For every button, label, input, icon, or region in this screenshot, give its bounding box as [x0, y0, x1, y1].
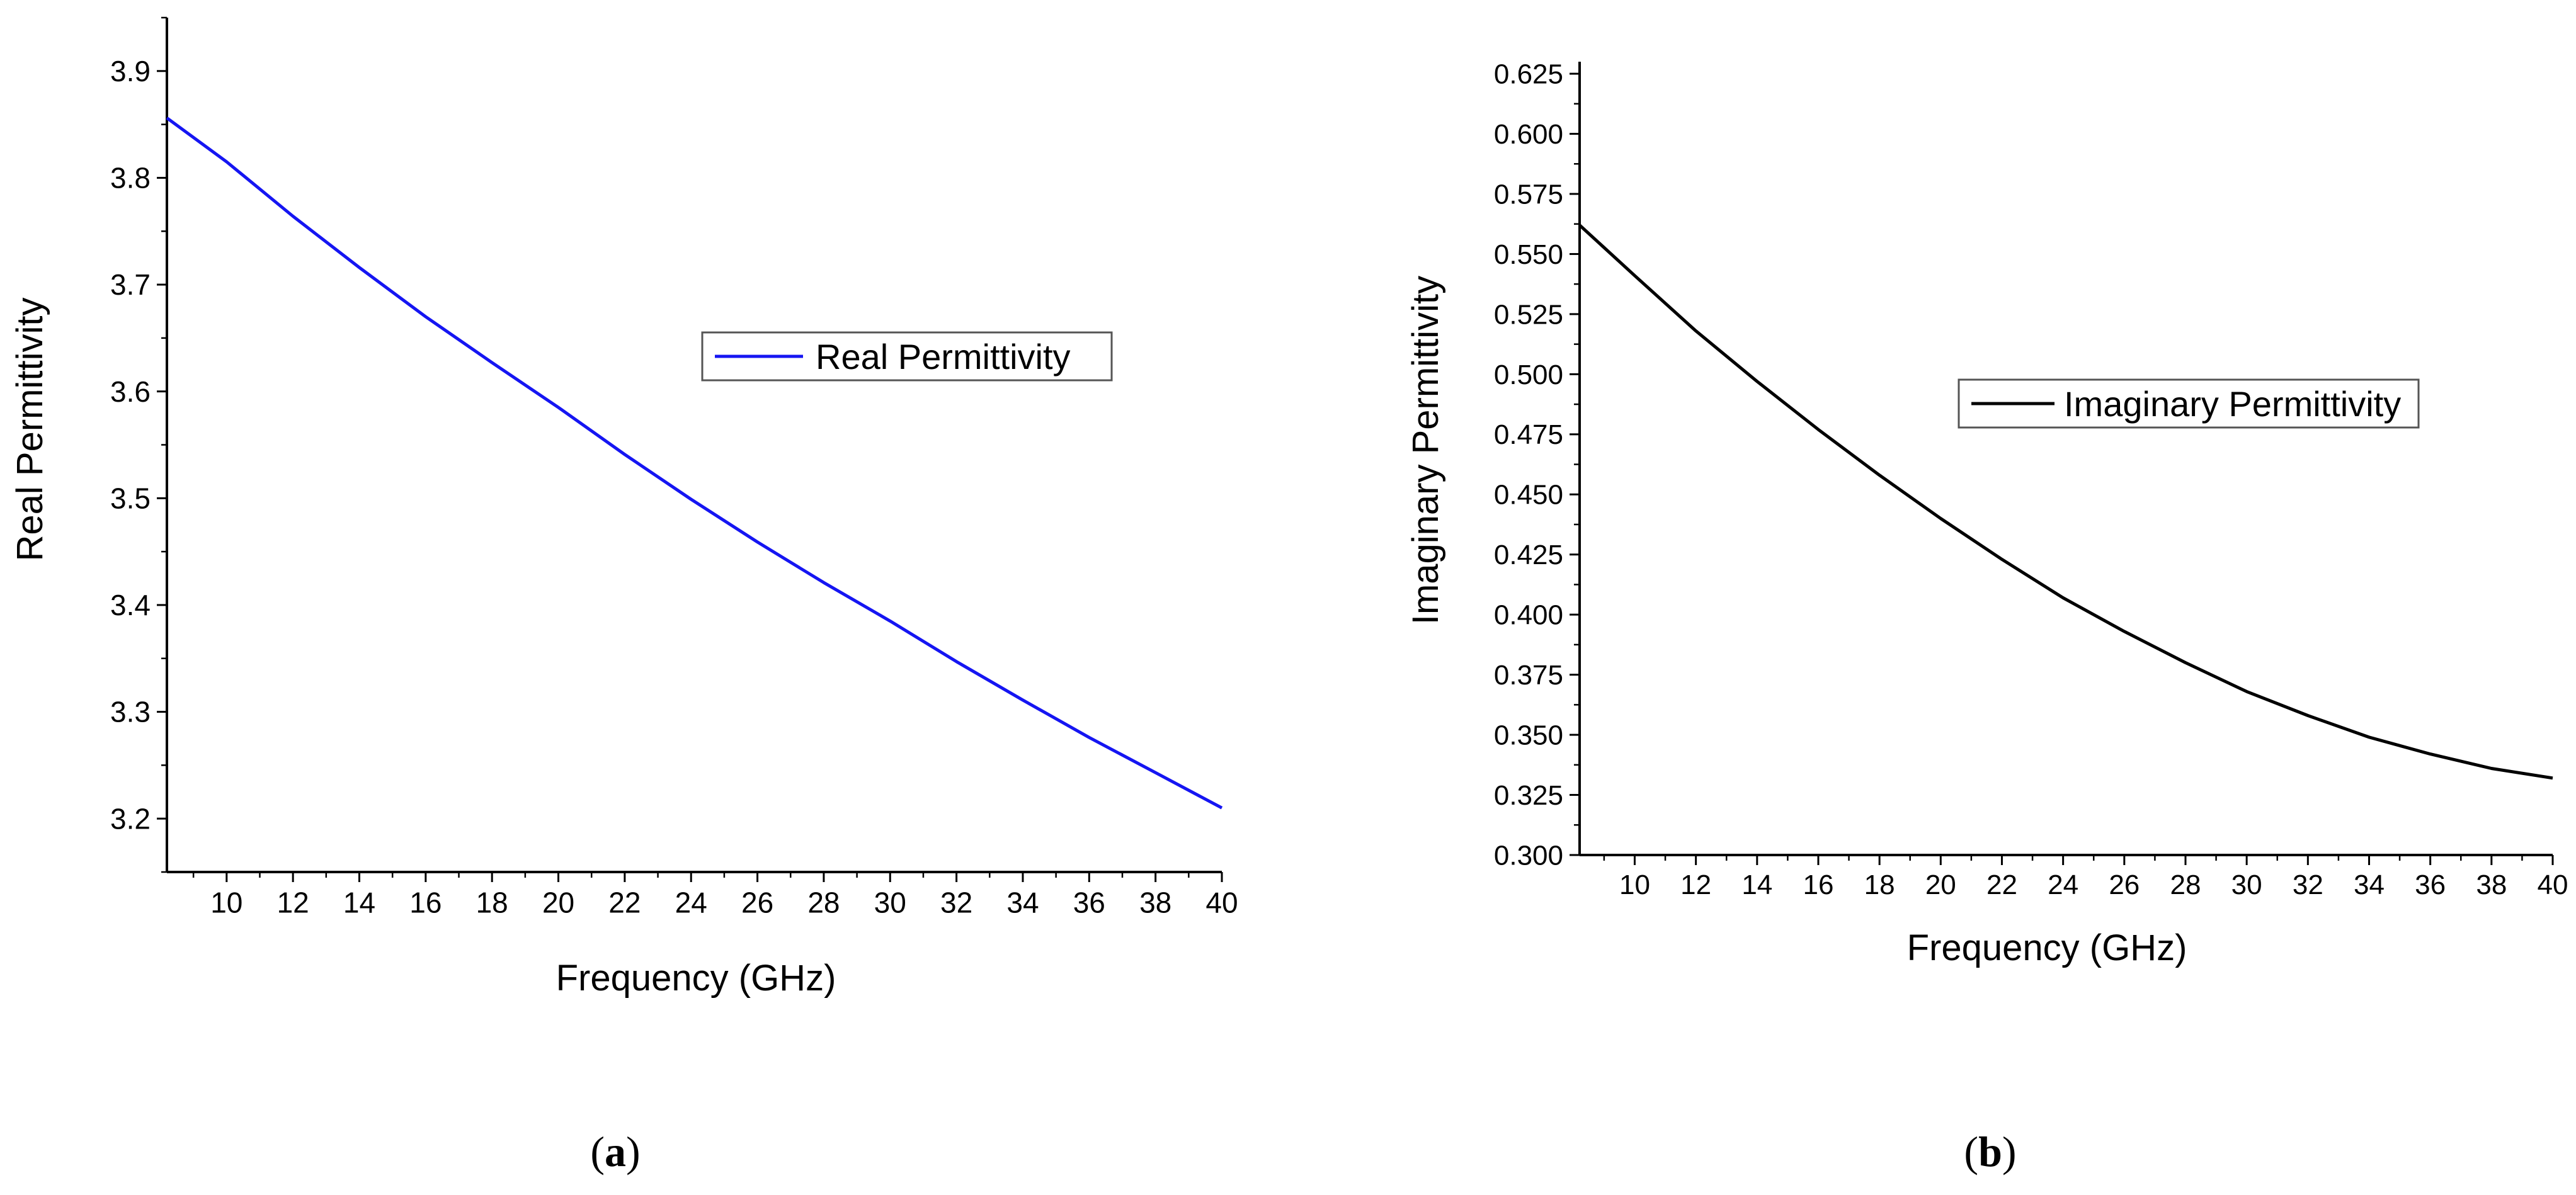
panel-a-x-tick-label: 16	[409, 886, 442, 919]
panel-a-y-tick-label: 3.6	[110, 375, 151, 408]
panel-b-y-tick-label: 0.300	[1494, 840, 1563, 871]
panel-a-x-tick-label: 12	[277, 886, 309, 919]
panel-a-y-tick-label: 3.7	[110, 268, 151, 301]
panel-b-series-group	[1578, 224, 2553, 780]
panel-b-y-tick-label: 0.325	[1494, 780, 1563, 811]
panel-b-y-tick-label: 0.525	[1494, 299, 1563, 330]
panel-a-series-line	[166, 116, 1223, 810]
panel-a-y-ticks: 3.2 3.3 3.4 3.5 3.6 3.7 3.8 3.9	[110, 16, 167, 873]
panel-a-x-tick-label: 40	[1205, 886, 1238, 919]
panel-a-y-tick-label: 3.3	[110, 696, 151, 728]
panel-a-x-tick-label: 22	[608, 886, 641, 919]
panel-b-x-tick-label: 40	[2538, 869, 2568, 900]
panel-a-x-tick-label: 20	[542, 886, 574, 919]
panel-b-x-tick-label: 20	[1925, 869, 1956, 900]
panel-b-x-tick-label: 32	[2293, 869, 2323, 900]
panel-a-y-tick-label: 3.2	[110, 802, 151, 835]
panel-a-x-axis-label: Frequency (GHz)	[556, 958, 836, 999]
panel-b-y-ticks: 0.300 0.325 0.350 0.375 0.400 0.425 0.450 0.475…	[1494, 59, 1580, 871]
panel-b-x-tick-label: 30	[2231, 869, 2262, 900]
panel-a-x-tick-label: 38	[1139, 886, 1171, 919]
panel-b-x-tick-label: 14	[1741, 869, 1772, 900]
panel-a-y-tick-label: 3.8	[110, 162, 151, 195]
panel-b-x-tick-label: 12	[1680, 869, 1711, 900]
panel-b-y-axis-label: Imaginary Permittivity	[1405, 276, 1446, 625]
panel-b-legend-label: Imaginary Permittivity	[2064, 384, 2401, 424]
panel-b-x-tick-label: 10	[1619, 869, 1650, 900]
panel-b-y-tick-label: 0.450	[1494, 480, 1563, 511]
panel-b-chart: 0.300 0.325 0.350 0.375 0.400 0.425 0.450 0.475…	[1405, 59, 2568, 1175]
panel-a-x-tick-label: 28	[807, 886, 840, 919]
panel-b-x-tick-label: 34	[2354, 869, 2385, 900]
panel-b-x-tick-label: 16	[1803, 869, 1833, 900]
panel-a-x-ticks: 10 12 14 16 18 20 22 24 26 28 30 32 34 36 38 40	[192, 872, 1238, 919]
panel-b-x-tick-label: 36	[2415, 869, 2446, 900]
panel-a-y-tick-label: 3.5	[110, 482, 151, 514]
panel-b-y-tick-label: 0.600	[1494, 119, 1563, 150]
panel-b-y-tick-label: 0.375	[1494, 660, 1563, 691]
panel-b-caption: (b)	[1964, 1128, 2016, 1175]
panel-b-x-tick-label: 18	[1864, 869, 1895, 900]
panel-b-y-tick-label: 0.575	[1494, 179, 1563, 210]
panel-a-chart: 3.2 3.3 3.4 3.5 3.6 3.7 3.8 3.9 10 12 14 16 18 20 22 2…	[9, 16, 1238, 1175]
panel-a-x-tick-label: 24	[675, 886, 707, 919]
panel-b-x-tick-label: 38	[2476, 869, 2507, 900]
panel-a-x-tick-label: 32	[940, 886, 972, 919]
panel-b-y-tick-label: 0.550	[1494, 239, 1563, 270]
panel-b-x-ticks: 10 12 14 16 18 20 22 24 26 28 30 32 34 36 38 40	[1603, 855, 2568, 900]
panel-a-x-tick-label: 36	[1073, 886, 1105, 919]
panel-a-caption-letter: a	[605, 1128, 626, 1175]
panel-a-x-tick-label: 34	[1006, 886, 1039, 919]
panel-b-y-tick-label: 0.425	[1494, 540, 1563, 570]
panel-b-x-tick-label: 22	[1986, 869, 2017, 900]
panel-b-y-tick-label: 0.500	[1494, 360, 1563, 390]
panel-a-x-tick-label: 26	[741, 886, 773, 919]
panel-a-legend-label: Real Permittivity	[816, 337, 1071, 377]
panel-a-y-tick-label: 3.9	[110, 55, 151, 88]
panel-b-x-tick-label: 24	[2048, 869, 2078, 900]
panel-b-series-line	[1578, 224, 2553, 780]
panel-a-x-tick-label: 10	[210, 886, 242, 919]
panel-a-x-tick-label: 14	[343, 886, 375, 919]
panel-b-x-tick-label: 26	[2109, 869, 2140, 900]
panel-a-y-tick-label: 3.4	[110, 589, 151, 621]
panel-a-series-group	[166, 116, 1223, 810]
panel-b-y-tick-label: 0.475	[1494, 419, 1563, 450]
panel-b-y-tick-label: 0.400	[1494, 600, 1563, 631]
panel-b-x-tick-label: 28	[2170, 869, 2201, 900]
panel-a-caption: (a)	[590, 1128, 640, 1175]
panel-b-caption-letter: b	[1978, 1128, 2002, 1175]
panel-b-y-tick-label: 0.625	[1494, 59, 1563, 89]
panel-a-y-axis-label: Real Permittivity	[9, 298, 50, 562]
panel-a-x-tick-label: 30	[874, 886, 906, 919]
panel-b-legend: Imaginary Permittivity	[1958, 378, 2420, 429]
panel-b-y-tick-label: 0.350	[1494, 720, 1563, 750]
panel-a-legend: Real Permittivity	[701, 331, 1113, 382]
panel-a-x-tick-label: 18	[476, 886, 508, 919]
panel-b-x-axis-label: Frequency (GHz)	[1907, 927, 2187, 968]
